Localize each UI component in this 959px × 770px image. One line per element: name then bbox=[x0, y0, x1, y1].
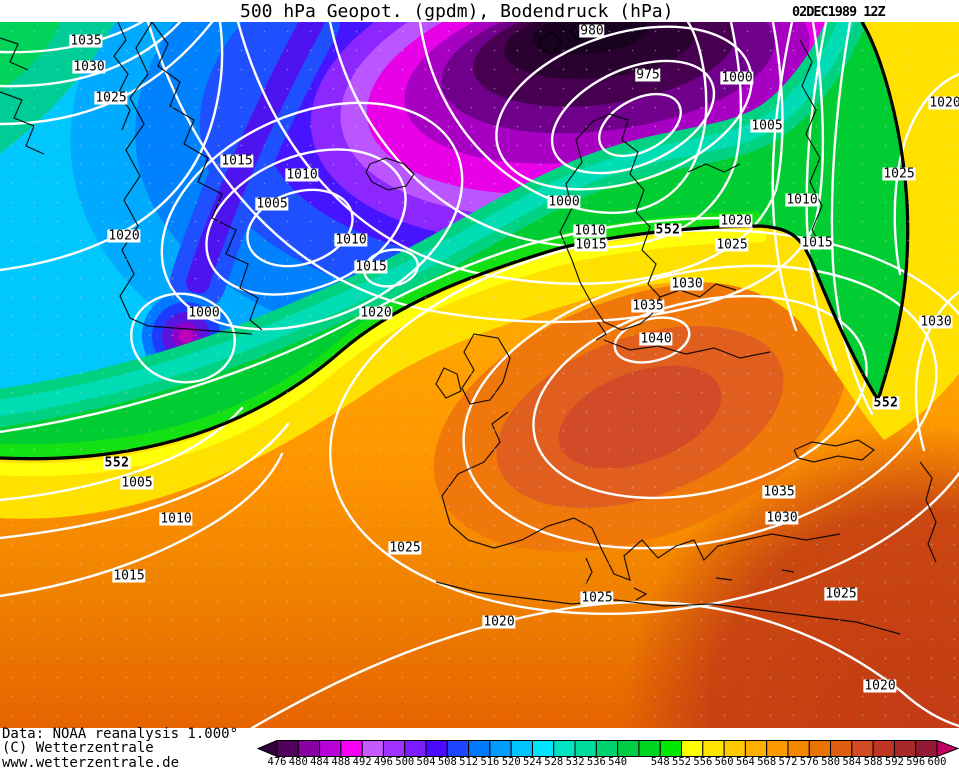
colorbar-tick: 476 bbox=[267, 756, 287, 768]
colorbar-segment bbox=[872, 740, 895, 757]
colorbar-segment bbox=[276, 740, 299, 757]
colorbar-segment bbox=[681, 740, 704, 757]
colorbar-segment bbox=[489, 740, 512, 757]
northwest-corner-region bbox=[0, 22, 115, 154]
footer-credits: Data: NOAA reanalysis 1.000° (C) Wetterz… bbox=[2, 727, 238, 770]
colorbar-tick: 588 bbox=[863, 756, 883, 768]
colorbar-segment bbox=[744, 740, 768, 757]
colorbar-tick: 520 bbox=[501, 756, 521, 768]
colorbar-segment bbox=[808, 740, 832, 757]
colorbar-segment bbox=[382, 740, 406, 757]
colorbar-segment bbox=[723, 740, 746, 757]
copyright-line: (C) Wetterzentrale bbox=[2, 740, 154, 757]
colorbar-segment bbox=[319, 740, 342, 757]
colorbar-segment bbox=[297, 740, 321, 757]
title-bar: 500 hPa Geopot. (gpdm), Bodendruck (hPa)… bbox=[0, 0, 959, 22]
colorbar-tick: 500 bbox=[395, 756, 415, 768]
colorbar-tick: 564 bbox=[735, 756, 755, 768]
colorbar-tick: 480 bbox=[288, 756, 308, 768]
colorbar-segment bbox=[340, 740, 363, 757]
colorbar-segment bbox=[638, 740, 661, 757]
colorbar-segment bbox=[893, 740, 917, 757]
colorbar-tick: 504 bbox=[416, 756, 436, 768]
colorbar-tick: 548 bbox=[650, 756, 670, 768]
colorbar-segment bbox=[659, 740, 683, 757]
colorbar-tick: 576 bbox=[799, 756, 819, 768]
colorbar-tick: 572 bbox=[778, 756, 798, 768]
colorbar-segment bbox=[553, 740, 576, 757]
colorbar-tick: 532 bbox=[565, 756, 585, 768]
data-source-line: Data: NOAA reanalysis 1.000° bbox=[2, 726, 239, 742]
colorbar-tick: 584 bbox=[842, 756, 862, 768]
website-line: www.wetterzentrale.de bbox=[2, 754, 180, 770]
colorbar-tick: 556 bbox=[693, 756, 713, 768]
colorbar-segment bbox=[361, 740, 384, 757]
colorbar-tick: 568 bbox=[757, 756, 777, 768]
colorbar-tick: 508 bbox=[437, 756, 457, 768]
colorbar-segment bbox=[425, 740, 448, 757]
colorbar-tick: 512 bbox=[459, 756, 479, 768]
map-title: 500 hPa Geopot. (gpdm), Bodendruck (hPa) bbox=[240, 1, 674, 22]
colorbar-tick: 516 bbox=[480, 756, 500, 768]
colorbar-segment bbox=[404, 740, 427, 757]
colorbar-segment bbox=[787, 740, 810, 757]
colorbar-tick: 540 bbox=[608, 756, 628, 768]
colorbar-segment bbox=[510, 740, 533, 757]
colorbar-tick: 496 bbox=[373, 756, 393, 768]
colorbar-tick: 580 bbox=[821, 756, 841, 768]
colorbar-tick: 592 bbox=[884, 756, 904, 768]
colorbar-tick: 488 bbox=[331, 756, 351, 768]
colorbar-tick: 524 bbox=[522, 756, 542, 768]
colorbar-segment bbox=[851, 740, 874, 757]
colorbar-tick: 528 bbox=[544, 756, 564, 768]
colorbar-segment bbox=[446, 740, 470, 757]
colorbar-segment bbox=[915, 740, 938, 757]
colorbar-scale bbox=[256, 740, 959, 757]
colorbar-tick: 600 bbox=[927, 756, 947, 768]
colorbar-segment bbox=[468, 740, 491, 757]
colorbar-segment bbox=[702, 740, 725, 757]
colorbar-tick: 596 bbox=[906, 756, 926, 768]
coastlines bbox=[0, 22, 937, 635]
geopotential-contour-552 bbox=[0, 22, 910, 461]
colorbar-segment bbox=[574, 740, 597, 757]
colorbar-left-arrow bbox=[256, 740, 278, 757]
colorbar-segment bbox=[766, 740, 789, 757]
colorbar-segment bbox=[531, 740, 555, 757]
colorbar-tick: 492 bbox=[352, 756, 372, 768]
colorbar-tick: 552 bbox=[672, 756, 691, 768]
colorbar-tick: 536 bbox=[586, 756, 606, 768]
colorbar-segment bbox=[595, 740, 619, 757]
colorbar-tick: 484 bbox=[310, 756, 330, 768]
map-datetime: 02DEC1989 12Z bbox=[792, 4, 886, 20]
colorbar-segment bbox=[830, 740, 853, 757]
colorbar-tick: 560 bbox=[714, 756, 734, 768]
colorbar-right-arrow bbox=[936, 740, 959, 757]
colorbar-segment bbox=[617, 740, 640, 757]
map-artwork bbox=[0, 22, 959, 728]
